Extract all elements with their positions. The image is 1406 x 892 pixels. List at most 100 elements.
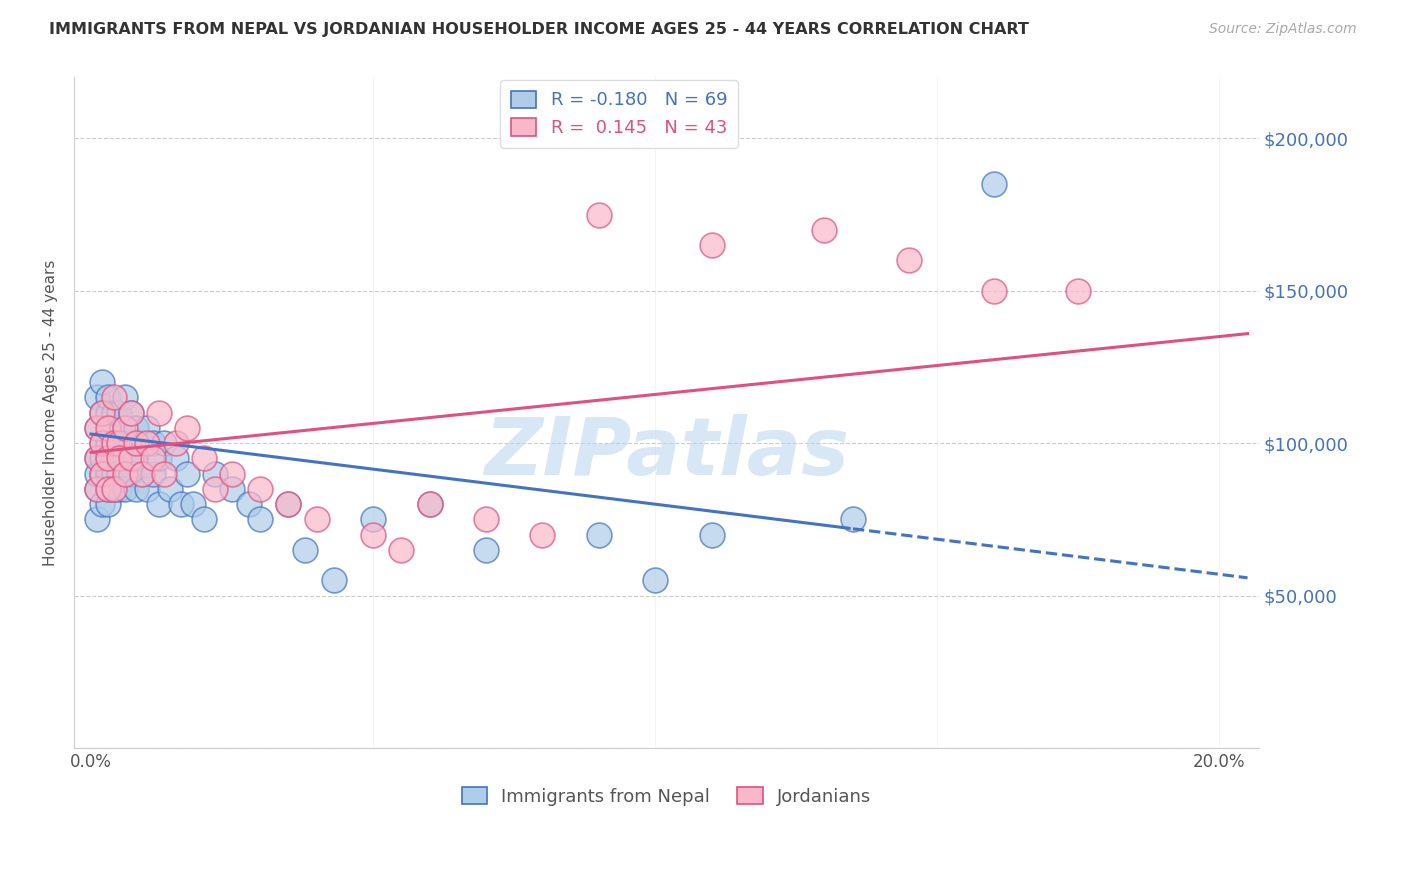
- Text: ZIPatlas: ZIPatlas: [484, 414, 849, 492]
- Point: [165, 451, 187, 466]
- Point: [97, 451, 120, 466]
- Point: [103, 406, 125, 420]
- Point: [97, 482, 120, 496]
- Y-axis label: Householder Income Ages 25 - 44 years: Householder Income Ages 25 - 44 years: [44, 260, 58, 566]
- Point: [91, 376, 114, 390]
- Point: [204, 482, 226, 496]
- Point: [91, 406, 114, 420]
- Point: [91, 467, 114, 481]
- Point: [125, 482, 148, 496]
- Point: [97, 482, 120, 496]
- Point: [148, 451, 170, 466]
- Text: IMMIGRANTS FROM NEPAL VS JORDANIAN HOUSEHOLDER INCOME AGES 25 - 44 YEARS CORRELA: IMMIGRANTS FROM NEPAL VS JORDANIAN HOUSE…: [49, 22, 1029, 37]
- Point: [97, 391, 120, 405]
- Point: [86, 421, 108, 435]
- Point: [103, 436, 125, 450]
- Point: [125, 451, 148, 466]
- Point: [418, 497, 440, 511]
- Point: [97, 421, 120, 435]
- Point: [136, 482, 159, 496]
- Point: [91, 451, 114, 466]
- Point: [120, 467, 142, 481]
- Point: [103, 482, 125, 496]
- Point: [983, 177, 1005, 191]
- Point: [91, 406, 114, 420]
- Point: [249, 482, 271, 496]
- Point: [1067, 284, 1090, 298]
- Point: [97, 406, 120, 420]
- Point: [86, 391, 108, 405]
- Point: [86, 467, 108, 481]
- Point: [277, 497, 299, 511]
- Point: [103, 421, 125, 435]
- Point: [277, 497, 299, 511]
- Point: [120, 451, 142, 466]
- Point: [120, 406, 142, 420]
- Point: [114, 467, 136, 481]
- Point: [389, 542, 412, 557]
- Point: [91, 436, 114, 450]
- Point: [983, 284, 1005, 298]
- Point: [114, 421, 136, 435]
- Point: [176, 421, 198, 435]
- Point: [361, 512, 384, 526]
- Point: [159, 482, 181, 496]
- Point: [176, 467, 198, 481]
- Point: [700, 238, 723, 252]
- Point: [153, 436, 176, 450]
- Point: [86, 482, 108, 496]
- Point: [322, 574, 344, 588]
- Point: [86, 421, 108, 435]
- Point: [153, 467, 176, 481]
- Point: [294, 542, 316, 557]
- Point: [97, 467, 120, 481]
- Point: [86, 482, 108, 496]
- Point: [103, 451, 125, 466]
- Point: [125, 436, 148, 450]
- Point: [108, 451, 131, 466]
- Point: [103, 482, 125, 496]
- Point: [204, 467, 226, 481]
- Point: [588, 527, 610, 541]
- Point: [114, 391, 136, 405]
- Point: [136, 421, 159, 435]
- Point: [120, 406, 142, 420]
- Point: [588, 208, 610, 222]
- Point: [148, 406, 170, 420]
- Point: [108, 467, 131, 481]
- Point: [475, 512, 498, 526]
- Point: [148, 497, 170, 511]
- Point: [813, 223, 835, 237]
- Point: [103, 436, 125, 450]
- Point: [170, 497, 193, 511]
- Point: [475, 542, 498, 557]
- Point: [238, 497, 260, 511]
- Point: [305, 512, 328, 526]
- Point: [131, 467, 153, 481]
- Point: [120, 436, 142, 450]
- Point: [221, 467, 243, 481]
- Point: [86, 451, 108, 466]
- Point: [114, 451, 136, 466]
- Point: [91, 497, 114, 511]
- Point: [841, 512, 863, 526]
- Point: [418, 497, 440, 511]
- Point: [165, 436, 187, 450]
- Point: [136, 436, 159, 450]
- Point: [125, 421, 148, 435]
- Point: [131, 467, 153, 481]
- Point: [193, 451, 215, 466]
- Point: [249, 512, 271, 526]
- Point: [114, 421, 136, 435]
- Point: [142, 451, 165, 466]
- Point: [142, 467, 165, 481]
- Text: Source: ZipAtlas.com: Source: ZipAtlas.com: [1209, 22, 1357, 37]
- Point: [131, 436, 153, 450]
- Point: [108, 436, 131, 450]
- Point: [86, 451, 108, 466]
- Point: [181, 497, 204, 511]
- Legend: Immigrants from Nepal, Jordanians: Immigrants from Nepal, Jordanians: [454, 780, 879, 813]
- Point: [103, 467, 125, 481]
- Point: [531, 527, 554, 541]
- Point: [91, 467, 114, 481]
